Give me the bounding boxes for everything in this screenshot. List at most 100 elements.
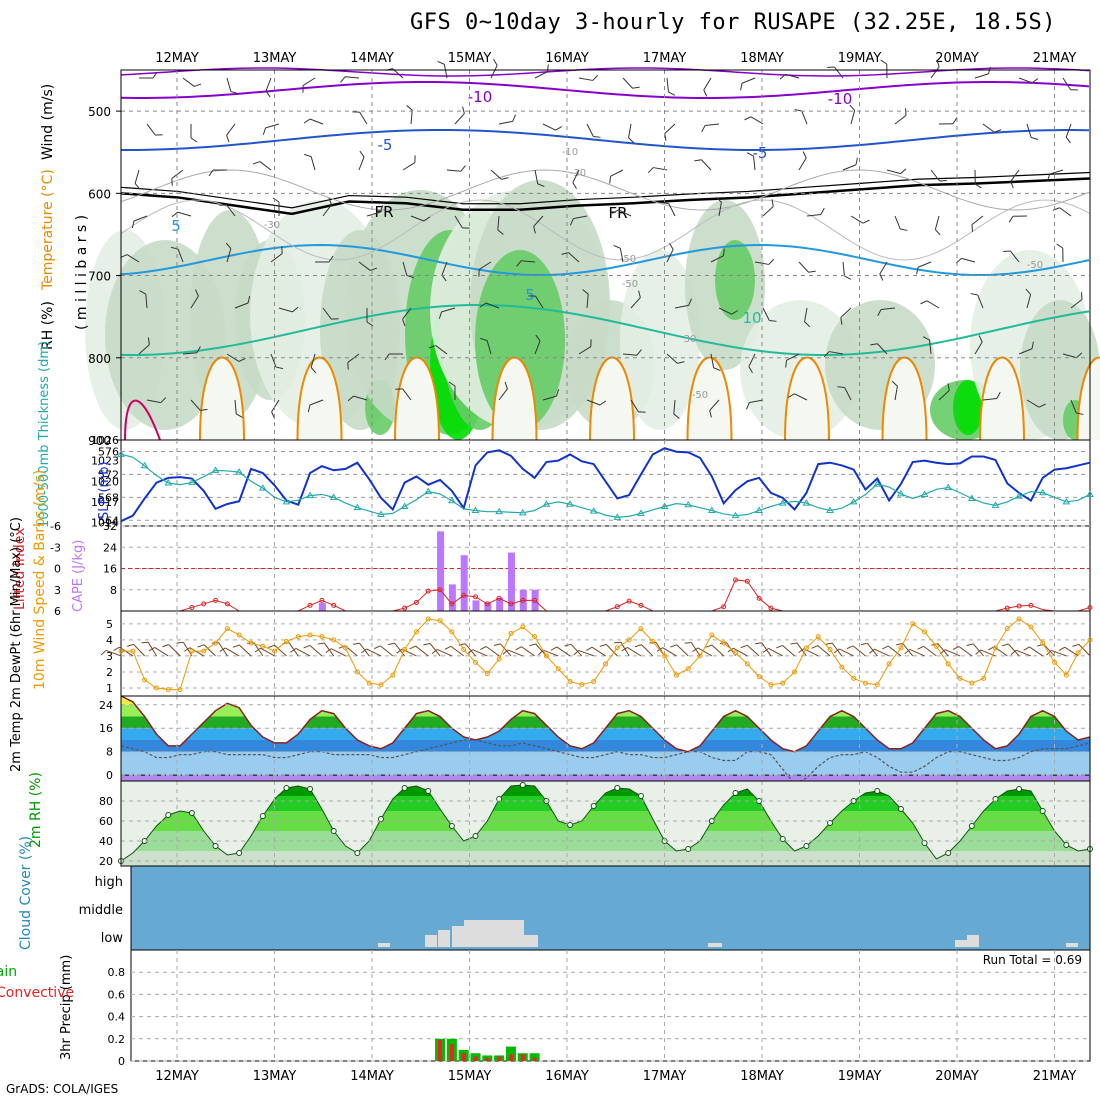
wind-barb — [628, 123, 635, 144]
wind-barb — [340, 76, 360, 83]
temp-band — [121, 739, 1090, 752]
wind-speed-point — [1087, 637, 1093, 643]
surface-wind-barb — [705, 644, 725, 657]
wind-barb — [806, 207, 825, 217]
surface-wind-barb — [904, 648, 925, 657]
wind-barb — [252, 161, 272, 171]
wind-barb — [225, 242, 232, 263]
wind-barb — [971, 215, 984, 232]
wind-barb — [302, 77, 316, 93]
rh-shading — [715, 240, 755, 320]
thickness-point — [755, 506, 764, 514]
surface-wind-barb — [423, 642, 441, 657]
wind-barb — [894, 108, 907, 125]
wind-barb — [613, 245, 624, 263]
y-tick-label: 700 — [88, 270, 111, 284]
wind-speed-point — [520, 624, 526, 630]
date-label-bottom: 20MAY — [935, 1069, 979, 1084]
cloud-panel-bg — [130, 865, 1091, 951]
contour-label: -50 — [620, 254, 636, 265]
li-point — [532, 597, 538, 603]
wind-barb — [234, 399, 243, 418]
rh-point — [448, 823, 455, 829]
precip-tick-label: 0.2 — [108, 1033, 126, 1046]
rh-point — [803, 843, 810, 849]
li-point — [638, 602, 644, 608]
surface-wind-barb — [538, 649, 559, 657]
wind-barb — [1025, 288, 1032, 309]
wind-speed-point — [213, 640, 219, 646]
wind-speed-point — [425, 616, 431, 622]
wind-barb — [234, 295, 251, 309]
surface-wind-barb — [232, 644, 252, 657]
wind-speed-point — [449, 629, 455, 635]
wind-barb — [190, 289, 199, 309]
thickness-point — [1038, 488, 1047, 496]
thickness-point — [920, 490, 929, 497]
wind-speed-point — [508, 630, 514, 636]
surface-wind-barb — [268, 644, 287, 657]
contour-label: FR — [374, 203, 393, 221]
wind-barb — [661, 202, 676, 217]
y-unit-group: ( m i l l i b a r s ) — [74, 215, 90, 330]
surface-wind-barb — [550, 646, 571, 657]
surface-wind-barb — [833, 648, 854, 657]
wind-barb — [146, 397, 167, 404]
wind-barb — [879, 261, 888, 281]
wind-barb — [622, 77, 640, 89]
wind-barb — [886, 168, 907, 175]
wind-speed-point — [248, 640, 254, 646]
thickness-point — [566, 500, 574, 507]
wind-speed-point — [579, 682, 585, 688]
wind-barb — [190, 124, 198, 143]
temp-contour-hot — [124, 399, 161, 441]
wind-barb — [490, 169, 509, 180]
y-tick-label: 800 — [88, 352, 111, 366]
rh-point — [756, 798, 763, 804]
wind-speed-point — [803, 645, 809, 651]
thickness-tick-label: 564 — [98, 514, 119, 527]
contour-label: -5 — [378, 136, 393, 154]
thickness-point — [306, 491, 314, 499]
wind-barb — [934, 215, 941, 236]
wind-speed-point — [1063, 672, 1069, 678]
rh-line — [120, 784, 1091, 862]
rh-tick-label: 40 — [99, 835, 113, 848]
surface-wind-barb — [303, 644, 323, 657]
wind-barb — [744, 116, 764, 125]
wind-barb — [748, 353, 756, 374]
wind-speed-point — [484, 671, 490, 677]
rh-point — [212, 843, 219, 849]
surface-wind-barb — [846, 645, 866, 657]
slp-axis-label: SLP (mb) — [97, 461, 112, 520]
thickness-point — [518, 508, 527, 516]
cloud-level-label: middle — [79, 903, 123, 918]
thickness-point — [826, 506, 834, 514]
surface-wind-barb — [126, 643, 145, 657]
wind-speed-point — [402, 646, 408, 652]
surface-wind-barb — [790, 642, 807, 657]
wind-barb — [1026, 399, 1046, 408]
freezing-level-line — [120, 177, 1091, 216]
ylabel-millibars: ( m i l l i b a r s ) — [74, 215, 90, 330]
surface-wind-barb — [634, 644, 654, 657]
temp-contour-warm — [881, 356, 928, 441]
thickness-point — [589, 507, 598, 514]
wind-speed-point — [910, 621, 916, 627]
date-label-bottom: 15MAY — [448, 1069, 492, 1084]
li-tick-label: -3 — [50, 541, 61, 554]
low-cloud-area — [1066, 943, 1078, 947]
wind-speed-point — [591, 679, 597, 685]
cape-bar — [484, 603, 492, 611]
cape-label-group: CAPE (J/kg) — [71, 540, 86, 612]
wind-barb — [880, 59, 888, 79]
y-tick-label: 900 — [88, 434, 111, 448]
thickness-point — [471, 506, 480, 514]
wind-barb — [715, 196, 722, 217]
wind-barb — [402, 307, 412, 327]
wind-speed-point — [543, 653, 549, 659]
wind-barb — [586, 123, 601, 138]
thickness-point — [211, 466, 220, 473]
wind-tick-label: 2 — [106, 666, 113, 679]
wind-tick-label: 1 — [106, 682, 113, 695]
